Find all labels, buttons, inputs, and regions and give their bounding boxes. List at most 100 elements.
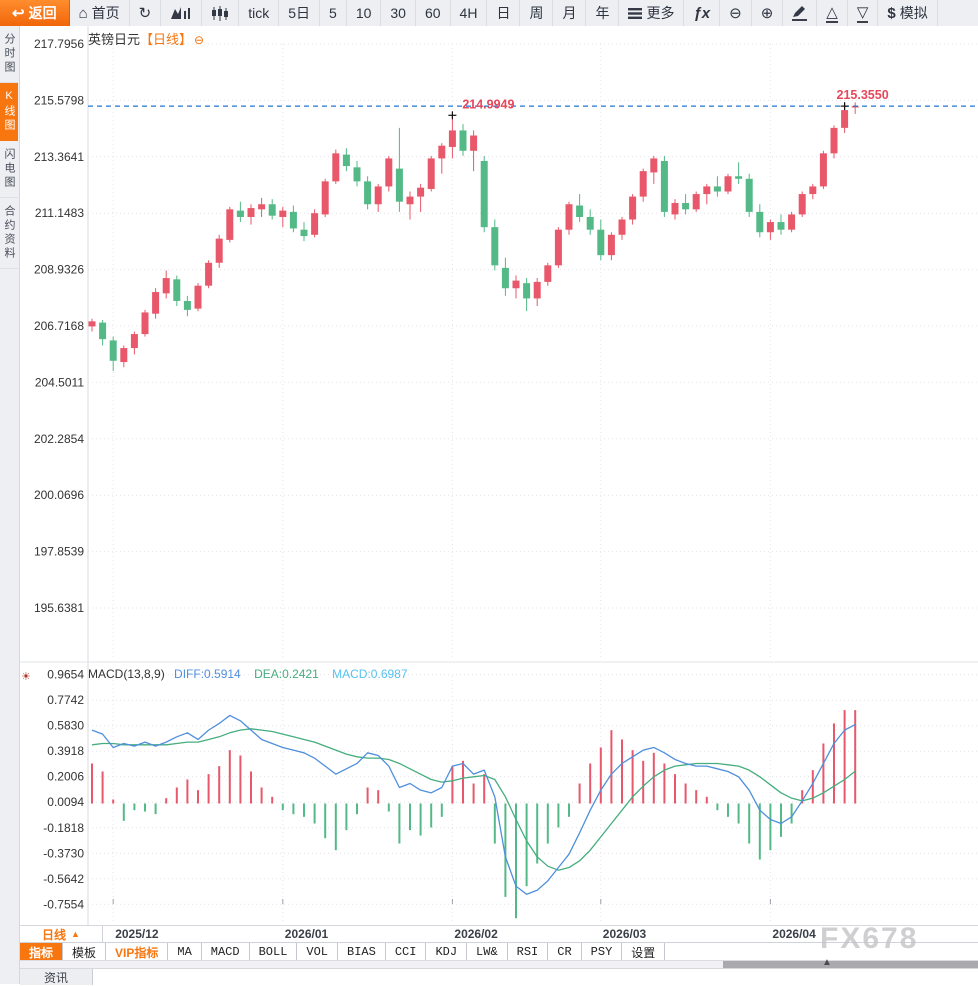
toolbar-sim-trade-button[interactable]: $ 模拟 <box>878 0 938 26</box>
toolbar-label: 5 <box>329 5 337 21</box>
macd-hist-bar <box>515 803 517 919</box>
sidebar-item-contract-info[interactable]: 合约资料 <box>0 198 18 269</box>
toolbar-home-button[interactable]: ⌂ 首页 <box>70 0 130 26</box>
toolbar-indicator-fx-icon[interactable]: ƒx <box>684 0 721 26</box>
diff-line <box>91 714 856 895</box>
macd-hist-bar <box>854 710 857 804</box>
macd-hist-bar <box>536 803 539 864</box>
sidebar-item-lightning-chart[interactable]: 闪电图 <box>0 141 18 198</box>
macd-hist-bar <box>122 803 125 821</box>
macd-axis-label: 0.9654 <box>47 668 84 682</box>
dollar-icon: $ <box>887 5 896 22</box>
price-axis-label: 197.8539 <box>34 545 84 559</box>
macd-hist-bar <box>239 755 242 804</box>
indicator-tab-设置[interactable]: 设置 <box>622 943 666 961</box>
chart-title: 英镑日元【日线】 ⊖ <box>88 29 204 48</box>
price-and-macd-chart[interactable]: 217.7956 215.5798 213.3641 211.1483 208.9326… <box>20 26 978 925</box>
indicator-settings-icon[interactable]: ☀ <box>21 671 31 683</box>
indicator-tab-MACD[interactable]: MACD <box>201 943 250 961</box>
toolbar-zoom-out-icon[interactable]: ⊖ <box>720 0 752 26</box>
macd-hist-bar <box>525 803 528 887</box>
macd-axis-label: 0.0094 <box>47 795 84 809</box>
toolbar-period-tick-button[interactable]: tick <box>239 0 280 26</box>
toolbar-period-week-button[interactable]: 周 <box>520 0 554 26</box>
indicator-tab-模板[interactable]: 模板 <box>63 943 107 961</box>
macd-hist-bar <box>377 790 380 804</box>
macd-hist-bar <box>801 790 804 804</box>
macd-hist-bar <box>493 803 496 844</box>
macd-hist-bar <box>705 796 708 804</box>
indicator-tab-PSY[interactable]: PSY <box>581 943 623 961</box>
toolbar-period-5day-button[interactable]: 5日 <box>279 0 321 26</box>
indicator-tab-BIAS[interactable]: BIAS <box>338 943 386 961</box>
macd-hist-bar <box>271 796 274 804</box>
toolbar-line-chart-mode-icon[interactable] <box>161 0 203 26</box>
toolbar-shape-down-tool-icon[interactable]: ▽ <box>848 0 879 26</box>
macd-hist-bar <box>101 771 104 804</box>
news-tab[interactable]: 资讯 <box>20 969 93 985</box>
price-axis-label: 208.9326 <box>34 263 84 277</box>
toolbar-period-day-button[interactable]: 日 <box>487 0 521 26</box>
toolbar-period-10min-button[interactable]: 10 <box>347 0 382 26</box>
macd-hist-bar <box>281 803 284 811</box>
toolbar-more-menu-button[interactable]: 更多 <box>619 0 685 26</box>
toolbar-label: 30 <box>390 5 406 21</box>
candles-group <box>88 102 859 371</box>
left-sidebar: 分时图 K线图 闪电图 合约资料 <box>0 26 20 984</box>
sidebar-item-time-share-chart[interactable]: 分时图 <box>0 26 18 83</box>
indicator-tab-KDJ[interactable]: KDJ <box>426 943 468 961</box>
macd-hist-bar <box>440 803 443 817</box>
indicator-tab-LW&[interactable]: LW& <box>467 943 508 961</box>
macd-hist-bar <box>451 766 454 804</box>
pencil-icon <box>792 5 808 21</box>
toolbar-label: 10 <box>355 5 372 21</box>
horizontal-scrollbar[interactable]: ▲ <box>20 957 978 969</box>
toolbar-refresh-icon[interactable]: ↻ <box>130 0 162 26</box>
macd-hist-bar <box>652 752 655 804</box>
dea-line <box>91 728 856 871</box>
macd-hist-bar <box>748 803 751 844</box>
sidebar-item-kline-chart[interactable]: K线图 <box>0 83 18 141</box>
toolbar-period-30min-button[interactable]: 30 <box>381 0 416 26</box>
indicator-tab-BOLL[interactable]: BOLL <box>249 943 298 961</box>
macd-header: MACD(13,8,9) DIFF:0.5914 DEA:0.2421 MACD… <box>88 667 408 681</box>
indicator-tab-指标[interactable]: 指标 <box>20 943 64 961</box>
macd-macd-value: MACD:0.6987 <box>332 667 408 681</box>
toolbar-zoom-in-icon[interactable]: ⊕ <box>752 0 784 26</box>
chevron-up-icon: ▲ <box>71 929 80 939</box>
macd-hist-bar <box>780 803 782 837</box>
toolbar-back-button[interactable]: ↩ 返回 <box>0 0 70 26</box>
toolbar-label: 60 <box>424 5 441 21</box>
scrollbar-arrow-icon[interactable]: ▲ <box>822 957 832 968</box>
triangle-down-icon: ▽ <box>856 3 869 23</box>
indicator-tab-RSI[interactable]: RSI <box>507 943 549 961</box>
toolbar-period-5min-button[interactable]: 5 <box>320 0 347 26</box>
indicator-tab-VIP指标[interactable]: VIP指标 <box>106 943 169 961</box>
toolbar-period-4h-button[interactable]: 4H <box>451 0 488 26</box>
macd-axis-label: -0.1818 <box>43 821 84 835</box>
macd-hist-bar <box>833 723 835 804</box>
scrollbar-thumb[interactable] <box>723 961 978 969</box>
toolbar-candle-chart-mode-icon[interactable] <box>202 0 240 26</box>
timeframe-selector[interactable]: 日线 ▲ <box>20 926 103 942</box>
price-axis-label: 195.6381 <box>34 601 84 615</box>
macd-hist-bar <box>684 783 687 804</box>
toolbar-draw-tool-icon[interactable] <box>783 0 818 26</box>
toolbar-label: 首页 <box>91 5 120 21</box>
macd-hist-bar <box>589 763 592 804</box>
indicator-tab-MA[interactable]: MA <box>168 943 202 961</box>
date-axis-row: 日线 ▲ 2025/12 2026/01 2026/02 2026/03 2026/04 <box>20 925 978 942</box>
toolbar-period-year-button[interactable]: 年 <box>586 0 620 26</box>
menu-icon <box>628 7 643 19</box>
grid-lines: 217.7956 215.5798 213.3641 211.1483 208.9326… <box>34 37 978 922</box>
toolbar-period-month-button[interactable]: 月 <box>553 0 587 26</box>
collapse-pane-icon[interactable]: ⊖ <box>194 33 205 47</box>
indicator-tab-CR[interactable]: CR <box>548 943 582 961</box>
toolbar-shape-up-tool-icon[interactable]: △ <box>817 0 848 26</box>
macd-hist-bar <box>610 730 613 804</box>
macd-hist-bar <box>695 790 698 804</box>
macd-hist-bar <box>631 750 634 804</box>
indicator-tab-VOL[interactable]: VOL <box>297 943 339 961</box>
toolbar-period-60min-button[interactable]: 60 <box>416 0 451 26</box>
indicator-tab-CCI[interactable]: CCI <box>385 943 427 961</box>
